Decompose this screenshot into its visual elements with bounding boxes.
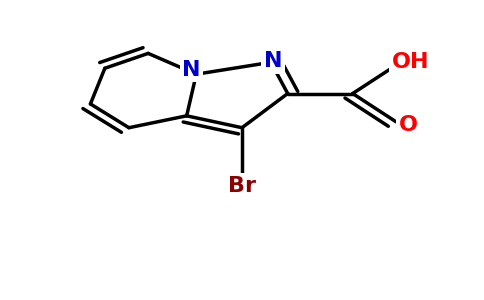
Text: O: O: [398, 115, 418, 135]
Text: N: N: [182, 60, 201, 80]
Text: Br: Br: [228, 176, 256, 196]
Text: N: N: [264, 51, 283, 71]
Text: OH: OH: [392, 52, 429, 72]
